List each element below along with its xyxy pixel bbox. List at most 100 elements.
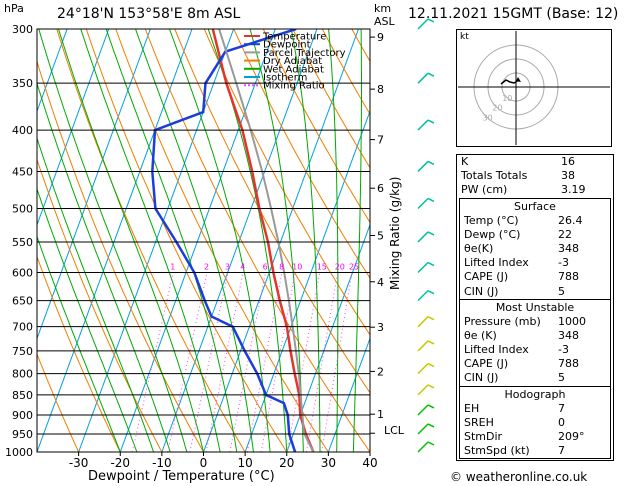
mu-row: θe (K) 348 [460, 329, 610, 343]
dry-adiabat-line [292, 29, 370, 169]
surface-value: -3 [558, 256, 569, 270]
mu-row: CAPE (J) 788 [460, 357, 610, 371]
mu-value: 1000 [558, 314, 586, 328]
index-label: Totals Totals [461, 169, 528, 183]
hodograph-ring-label: 30 [483, 113, 493, 122]
hodo-value: 209° [558, 430, 585, 443]
hodo-label: SREH [464, 415, 494, 429]
mu-label: Pressure (mb) [464, 314, 541, 328]
temp-tick-label: -10 [152, 456, 172, 470]
mixing-ratio-label: 25 [349, 263, 359, 272]
mixing-ratio-label: 15 [317, 263, 327, 272]
mu-label: CIN (J) [464, 371, 499, 385]
wind-barb-flag [427, 197, 435, 203]
mixing-ratio-line [205, 272, 244, 452]
pressure-tick-label: 950 [12, 428, 33, 441]
temp-tick-label: 10 [237, 456, 252, 470]
pressure-tick-label: 600 [12, 267, 33, 280]
wind-barb-flag [427, 340, 435, 345]
mu-label: CAPE (J) [464, 357, 509, 371]
mu-value: 348 [558, 328, 579, 342]
mu-value: -3 [558, 343, 569, 357]
hodograph-table-title: Hodograph [504, 387, 566, 401]
isotherm-line [78, 29, 235, 452]
hodo-value: 0 [558, 415, 565, 429]
mixing-ratio-line [246, 272, 283, 452]
pressure-tick-label: 550 [12, 236, 33, 249]
wind-barb-staff [417, 441, 429, 453]
pressure-tick-label: 400 [12, 124, 33, 137]
mixing-ratio-label: 4 [240, 263, 245, 272]
km-tick-label: 4 [377, 276, 384, 289]
storm-motion-icon [516, 77, 521, 82]
mixing-ratio-label: 10 [292, 263, 302, 272]
index-value: 16 [561, 155, 575, 168]
mixing-ratio-line [131, 272, 174, 452]
pressure-tick-label: 850 [12, 389, 33, 402]
km-tick-label: 7 [377, 134, 384, 147]
mixing-ratio-axis-label: Mixing Ratio (g/kg) [388, 176, 402, 290]
wind-barb-flag [427, 404, 435, 409]
temp-tick-label: -20 [110, 456, 130, 470]
surface-value: 22 [558, 227, 572, 241]
km-tick-label: 9 [377, 31, 384, 44]
x-axis-label: Dewpoint / Temperature (°C) [88, 469, 275, 484]
series-dewpoint [151, 29, 297, 452]
hodo-row: EH 7 [460, 402, 610, 416]
wind-barb-staff [417, 363, 429, 375]
wet-adiabat-line [207, 29, 288, 452]
temp-tick-label: 20 [279, 456, 294, 470]
datetime-title: 12.11.2021 15GMT (Base: 12) [408, 6, 619, 22]
hodo-label: EH [464, 401, 480, 415]
wind-barb-flag [427, 160, 435, 166]
wind-barb-flag [427, 362, 435, 368]
pressure-tick-label: 650 [12, 295, 33, 308]
mu-label: Lifted Index [464, 343, 529, 357]
mixing-ratio-line [167, 272, 208, 452]
wind-barb-flag [427, 72, 435, 77]
pressure-tick-label: 300 [12, 23, 33, 36]
legend-label: Dewpoint [263, 40, 311, 51]
index-label: K [461, 155, 469, 168]
wind-barb-staff [417, 231, 429, 243]
wind-barb-staff [417, 261, 429, 274]
mu-value: 788 [558, 357, 579, 371]
legend-label: Dry Adiabat [263, 56, 322, 67]
dry-adiabat-line [617, 29, 629, 452]
location-title: 24°18'N 153°58'E 8m ASL [57, 6, 241, 22]
wind-barb-staff [417, 72, 429, 84]
index-row-pw: PW (cm) 3.19 [457, 183, 613, 197]
wind-barb-flag [427, 384, 435, 389]
surface-row: θe(K) 348 [460, 242, 610, 256]
isotherm-line [37, 29, 110, 227]
index-row-k: K 16 [457, 155, 613, 169]
wind-barb-staff [417, 340, 429, 352]
surface-label: CIN (J) [464, 284, 499, 298]
hodo-row: StmDir 209° [460, 430, 610, 444]
dry-adiabat-line [37, 59, 204, 452]
pressure-tick-label: 700 [12, 321, 33, 334]
isotherm-line [37, 29, 193, 452]
wind-barb-staff [417, 384, 429, 396]
dry-adiabat-line [115, 29, 329, 452]
surface-value: 788 [558, 270, 579, 284]
legend-label: Mixing Ratio [263, 81, 325, 92]
mu-row: CIN (J) 5 [460, 371, 610, 385]
pressure-tick-label: 900 [12, 409, 33, 422]
wind-barb-flag [427, 289, 435, 295]
surface-row: Dewp (°C) 22 [460, 228, 610, 242]
surface-value: 5 [558, 284, 565, 298]
km-tick-label: 5 [377, 230, 384, 243]
isotherm-line [37, 29, 68, 113]
pressure-tick-label: 500 [12, 202, 33, 215]
mixing-ratio-label: 1 [170, 263, 175, 272]
index-label: PW (cm) [461, 183, 508, 197]
surface-label: Dewp (°C) [464, 227, 521, 241]
hodograph-table: Hodograph EH 7 SREH 0 StmDir 209° StmSpd (k… [459, 386, 611, 460]
surface-label: Temp (°C) [464, 213, 519, 227]
wet-adiabat-line [328, 29, 339, 452]
mixing-ratio-label: 6 [263, 263, 268, 272]
temp-tick-label: -30 [69, 456, 89, 470]
mixing-ratio-line [229, 272, 267, 452]
